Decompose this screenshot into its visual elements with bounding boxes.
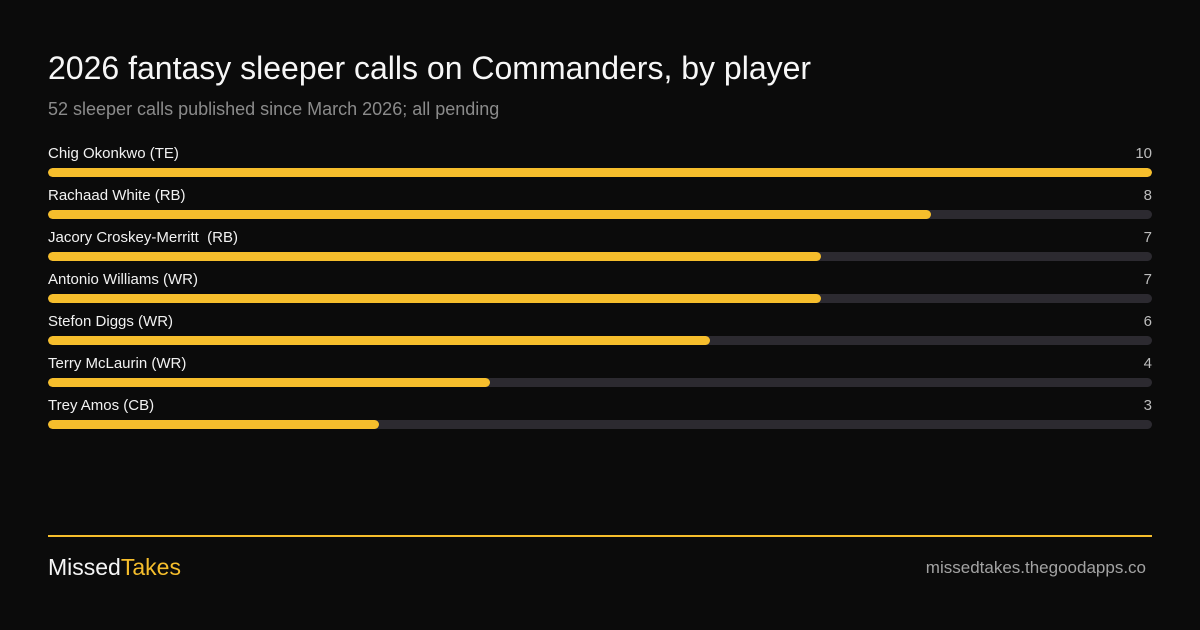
bar-value-label: 7	[1143, 229, 1152, 246]
brand-logo: MissedTakes	[48, 554, 181, 581]
bar	[48, 252, 821, 261]
site-url: missedtakes.thegoodapps.co	[925, 558, 1146, 577]
brand-name-part1: Missed	[48, 554, 121, 580]
bar	[48, 336, 710, 345]
bar-track	[48, 210, 1152, 219]
bar-track	[48, 378, 1152, 387]
footer-divider	[48, 535, 1152, 537]
bar-row: Chig Okonkwo (TE) 10	[48, 143, 1152, 185]
bar-row: Terry McLaurin (WR) 4	[48, 353, 1152, 395]
bar	[48, 168, 1152, 177]
bar-track	[48, 420, 1152, 429]
bar-value-label: 8	[1143, 187, 1152, 204]
bar	[48, 294, 821, 303]
bar-label: Trey Amos (CB)	[48, 397, 155, 414]
bar	[48, 378, 490, 387]
brand-name-part2: Takes	[120, 554, 181, 580]
bar-label: Jacory Croskey-Merritt (RB)	[48, 229, 239, 246]
bar	[48, 210, 931, 219]
bar-chart: Chig Okonkwo (TE) 10 Rachaad White (RB) 8 Ja…	[48, 143, 1152, 437]
bar-label: Chig Okonkwo (TE)	[48, 145, 179, 162]
bar-value-label: 4	[1143, 355, 1152, 372]
bar-label: Antonio Williams (WR)	[48, 271, 199, 288]
bar-row: Trey Amos (CB) 3	[48, 395, 1152, 437]
bar-track	[48, 168, 1152, 177]
bar-label: Rachaad White (RB)	[48, 187, 186, 204]
bar-value-label: 7	[1143, 271, 1152, 288]
bar-track	[48, 252, 1152, 261]
bar-value-label: 10	[1135, 145, 1152, 162]
bar-row: Antonio Williams (WR) 7	[48, 269, 1152, 311]
bar-label: Stefon Diggs (WR)	[48, 313, 174, 330]
bar-row: Stefon Diggs (WR) 6	[48, 311, 1152, 353]
bar-value-label: 3	[1143, 397, 1152, 414]
bar-row: Rachaad White (RB) 8	[48, 185, 1152, 227]
bar-track	[48, 336, 1152, 345]
bar	[48, 420, 379, 429]
chart-subtitle: 52 sleeper calls published since March 2…	[48, 99, 500, 119]
bar-label: Terry McLaurin (WR)	[48, 355, 187, 372]
bar-value-label: 6	[1143, 313, 1152, 330]
bar-row: Jacory Croskey-Merritt (RB) 7	[48, 227, 1152, 269]
chart-title: 2026 fantasy sleeper calls on Commanders…	[48, 50, 812, 86]
bar-track	[48, 294, 1152, 303]
